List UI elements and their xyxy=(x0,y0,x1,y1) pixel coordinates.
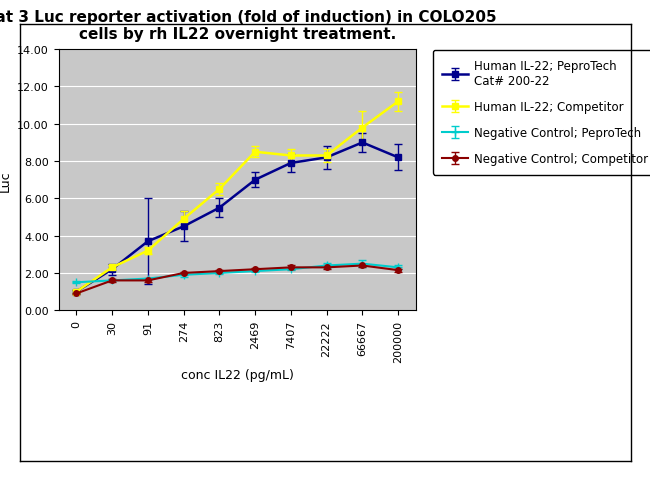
Legend: Human IL-22; PeproTech
Cat# 200-22, Human IL-22; Competitor, Negative Control; P: Human IL-22; PeproTech Cat# 200-22, Huma… xyxy=(433,51,650,175)
X-axis label: conc IL22 (pg/mL): conc IL22 (pg/mL) xyxy=(181,368,294,381)
Title: Stat 3 Luc reporter activation (fold of induction) in COLO205
cells by rh IL22 o: Stat 3 Luc reporter activation (fold of … xyxy=(0,10,497,42)
Y-axis label: Luc: Luc xyxy=(0,169,12,191)
